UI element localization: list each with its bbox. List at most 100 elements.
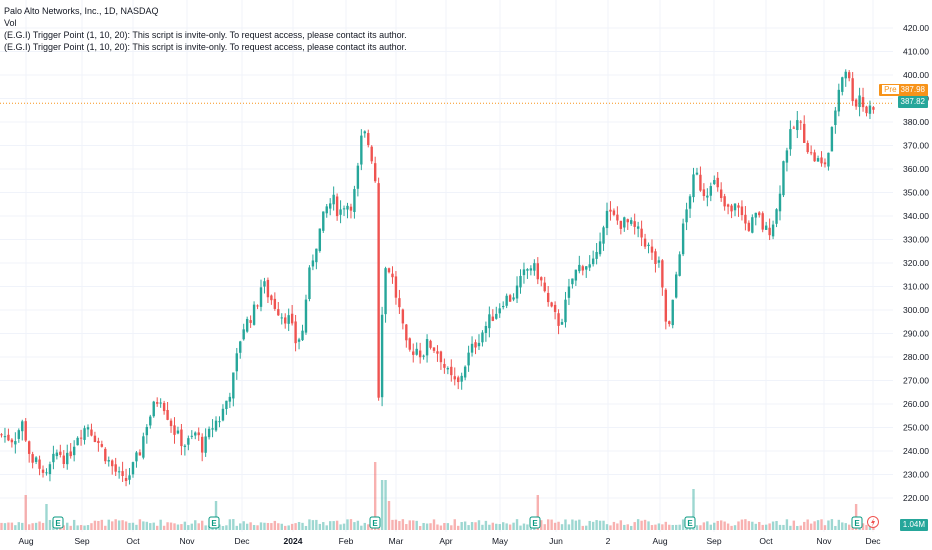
x-tick-label: Feb (339, 536, 354, 546)
volume-bar (740, 519, 744, 530)
volume-bar (415, 520, 418, 530)
candle-body (519, 275, 522, 288)
indicator-legend-2[interactable]: (E.G.I) Trigger Point (1, 10, 20): This … (4, 42, 407, 52)
candle-body (24, 421, 27, 441)
volume-bar (418, 525, 422, 530)
earnings-marker-icon (851, 516, 863, 529)
volume-bar (360, 525, 363, 530)
volume-bar (86, 525, 90, 530)
volume-bar (97, 520, 100, 530)
candle-body (270, 295, 273, 301)
volume-bar (609, 525, 612, 530)
volume-bar (806, 519, 809, 530)
volume-bar (526, 524, 529, 530)
volume-bar (173, 523, 176, 530)
y-tick-label: 350.00 (903, 188, 929, 198)
indicator-legend-1[interactable]: (E.G.I) Trigger Point (1, 10, 20): This … (4, 30, 407, 40)
volume-bar (519, 525, 522, 530)
candle-body (318, 228, 322, 251)
candle-body (204, 436, 207, 453)
volume-bar (90, 523, 93, 530)
x-tick-label: Sep (706, 536, 721, 546)
volume-bar (719, 520, 723, 530)
volume-bar (69, 525, 72, 530)
candle-body (508, 295, 512, 302)
y-tick-label: 410.00 (903, 47, 929, 57)
candle-body (865, 106, 868, 114)
volume-bar (785, 519, 789, 530)
volume-bar (121, 520, 124, 530)
last-price-tag: 387.82 (897, 96, 928, 108)
candle-body (546, 292, 550, 303)
volume-legend-label[interactable]: Vol (4, 18, 17, 28)
volume-bar (422, 522, 425, 530)
candle-body (263, 281, 266, 287)
candle-body (329, 203, 332, 209)
volume-bar (301, 522, 304, 530)
volume-bar (733, 525, 737, 530)
volume-bar (252, 524, 256, 530)
candle-body (259, 287, 263, 307)
volume-bar (149, 523, 152, 530)
volume-bar (79, 524, 83, 530)
candle-body (162, 402, 166, 412)
volume-bar (470, 522, 474, 530)
candle-body (339, 209, 342, 215)
symbol-title[interactable]: Palo Alto Networks, Inc., 1D, NASDAQ (4, 6, 159, 16)
candle-body (197, 432, 200, 436)
volume-bar (782, 524, 785, 530)
earnings-marker-label: E (55, 519, 61, 528)
candle-body (256, 305, 259, 307)
candle-body (685, 209, 688, 223)
candle-body (346, 205, 349, 210)
candle-body (117, 471, 121, 473)
candle-body (159, 402, 162, 404)
volume-bar (789, 525, 792, 530)
candle-body (744, 214, 747, 224)
candle-body (647, 244, 650, 247)
candle-body (97, 440, 100, 443)
candle-body (775, 209, 778, 224)
candle-body (235, 353, 238, 372)
candle-body (38, 459, 41, 469)
candle-body (460, 375, 463, 382)
volume-bar (398, 521, 401, 530)
candle-body (470, 343, 474, 353)
candle-body (221, 408, 225, 421)
volume-bar (713, 522, 716, 530)
volume-bar (145, 521, 149, 530)
x-tick-label: Apr (439, 536, 452, 546)
y-tick-label: 380.00 (903, 117, 929, 127)
volume-bar (256, 525, 259, 530)
volume-bar (803, 521, 806, 530)
candle-body (214, 420, 218, 431)
earnings-marker-label: E (372, 519, 378, 528)
y-tick-label: 260.00 (903, 399, 929, 409)
candle-body (394, 276, 398, 298)
candle-body (100, 444, 104, 447)
candle-body (104, 448, 107, 462)
volume-bar (709, 524, 712, 530)
volume-bar (730, 525, 733, 530)
candle-body (851, 78, 854, 102)
candle-body (3, 436, 7, 438)
volume-bar (322, 522, 325, 530)
candle-body (93, 435, 97, 443)
candle-body (626, 219, 629, 223)
volume-bar (335, 520, 339, 530)
candle-body (789, 129, 792, 150)
candle-body (242, 329, 245, 340)
volume-bar (176, 524, 180, 530)
candle-body (643, 238, 647, 247)
candle-body (284, 317, 287, 324)
volume-bar (83, 525, 86, 530)
y-tick-label: 270.00 (903, 376, 929, 386)
candle-body (730, 205, 733, 212)
volume-bar (311, 520, 315, 530)
candle-body (754, 212, 757, 218)
candle-body (536, 263, 539, 280)
volume-bar (678, 524, 681, 530)
volume-bar (128, 522, 131, 530)
candle-body (287, 315, 290, 324)
